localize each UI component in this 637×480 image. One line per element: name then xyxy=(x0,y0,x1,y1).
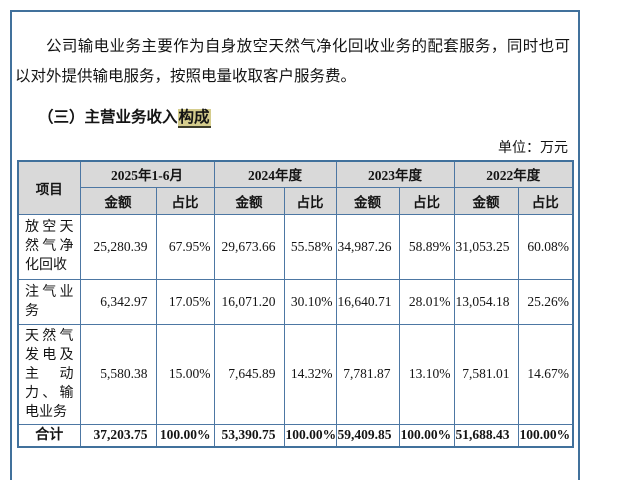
cell-amount: 7,581.01 xyxy=(453,323,519,425)
cell-share: 17.05% xyxy=(155,278,215,325)
table-row-gas-recovery: 放空天然气净化回收 25,280.39 67.95% 29,673.66 55.… xyxy=(17,213,574,280)
column-header-share: 占比 xyxy=(283,186,337,215)
column-header-share: 占比 xyxy=(517,186,574,215)
cell-amount: 51,688.43 xyxy=(453,423,519,448)
table-row-gas-injection: 注气业务 6,342.97 17.05% 16,071.20 30.10% 16… xyxy=(17,278,574,325)
cell-amount: 16,071.20 xyxy=(213,278,285,325)
column-header-item: 项目 xyxy=(17,160,81,215)
cell-amount: 25,280.39 xyxy=(79,213,157,280)
search-highlight: 构成 xyxy=(177,109,211,128)
cell-amount: 13,054.18 xyxy=(453,278,519,325)
section-heading: （三）主营业务收入构成 xyxy=(38,105,578,128)
cell-share: 25.26% xyxy=(517,278,574,325)
cell-share: 30.10% xyxy=(283,278,337,325)
cell-amount: 16,640.71 xyxy=(335,278,400,325)
column-group-2024: 2024年度 xyxy=(213,160,337,188)
row-item-label: 放空天然气净化回收 xyxy=(17,213,81,280)
column-group-2025h1: 2025年1-6月 xyxy=(79,160,215,188)
row-item-label: 注气业务 xyxy=(17,278,81,325)
cell-share: 58.89% xyxy=(398,213,455,280)
cell-share: 100.00% xyxy=(517,423,574,448)
cell-share: 14.67% xyxy=(517,323,574,425)
row-item-label: 合计 xyxy=(17,423,81,448)
cell-amount: 53,390.75 xyxy=(213,423,285,448)
column-group-2023: 2023年度 xyxy=(335,160,455,188)
cell-share: 15.00% xyxy=(155,323,215,425)
cell-share: 100.00% xyxy=(398,423,455,448)
cell-share: 67.95% xyxy=(155,213,215,280)
section-heading-text: （三）主营业务收入 xyxy=(38,109,178,126)
cell-share: 60.08% xyxy=(517,213,574,280)
column-header-share: 占比 xyxy=(398,186,455,215)
column-header-share: 占比 xyxy=(155,186,215,215)
cell-amount: 34,987.26 xyxy=(335,213,400,280)
cell-amount: 6,342.97 xyxy=(79,278,157,325)
column-header-amount: 金额 xyxy=(79,186,157,215)
cell-share: 28.01% xyxy=(398,278,455,325)
column-header-amount: 金额 xyxy=(335,186,400,215)
cell-amount: 29,673.66 xyxy=(213,213,285,280)
cell-amount: 31,053.25 xyxy=(453,213,519,280)
cell-share: 13.10% xyxy=(398,323,455,425)
cell-share: 100.00% xyxy=(283,423,337,448)
cell-amount: 7,645.89 xyxy=(213,323,285,425)
intro-paragraph: 公司输电业务主要作为自身放空天然气净化回收业务的配套服务，同时也可以对外提供输电… xyxy=(15,38,570,85)
column-header-amount: 金额 xyxy=(453,186,519,215)
cell-share: 55.58% xyxy=(283,213,337,280)
header-row-periods: 项目 2025年1-6月 2024年度 2023年度 2022年度 xyxy=(17,160,574,215)
column-group-2022: 2022年度 xyxy=(453,160,574,188)
unit-label: 单位：万元 xyxy=(498,141,568,156)
cell-share: 14.32% xyxy=(283,323,337,425)
revenue-composition-table: 项目 2025年1-6月 2024年度 2023年度 2022年度 金额 占比 … xyxy=(17,160,574,448)
header-row-measures: 金额 占比 金额 占比 金额 占比 金额 占比 xyxy=(18,186,574,215)
page-border-frame: 公司输电业务主要作为自身放空天然气净化回收业务的配套服务，同时也可以对外提供输电… xyxy=(10,10,580,480)
cell-amount: 59,409.85 xyxy=(335,423,400,448)
cell-amount: 37,203.75 xyxy=(79,423,157,448)
cell-amount: 7,781.87 xyxy=(335,323,400,425)
cell-share: 100.00% xyxy=(155,423,215,448)
cell-amount: 5,580.38 xyxy=(79,323,157,425)
column-header-amount: 金额 xyxy=(213,186,285,215)
row-item-label: 天然气发电及主动力、输电业务 xyxy=(17,323,81,425)
table-row-power-transmission: 天然气发电及主动力、输电业务 5,580.38 15.00% 7,645.89 … xyxy=(17,323,574,425)
table-row-total: 合计 37,203.75 100.00% 53,390.75 100.00% 5… xyxy=(17,423,574,448)
